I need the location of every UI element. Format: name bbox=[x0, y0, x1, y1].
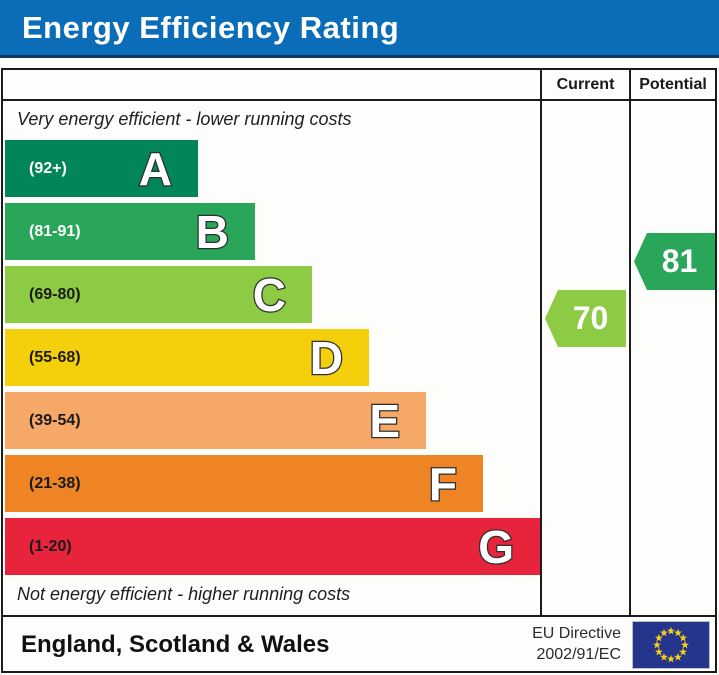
current-column-header: Current bbox=[542, 70, 631, 99]
bands-chart-cell: Very energy efficient - lower running co… bbox=[3, 101, 542, 615]
band-letter: C bbox=[252, 268, 288, 321]
band-row-c: (69-80) C bbox=[5, 266, 540, 329]
bottom-caption: Not energy efficient - higher running co… bbox=[17, 584, 351, 604]
eu-directive-text: EU Directive 2002/91/EC bbox=[532, 624, 621, 666]
current-rating-arrow: 70 bbox=[545, 290, 626, 347]
band-letter: A bbox=[138, 142, 174, 195]
page-title: Energy Efficiency Rating bbox=[22, 9, 400, 45]
band-range-label: (81-91) bbox=[29, 222, 81, 240]
band-bar-a: (92+) A bbox=[5, 140, 198, 197]
potential-rating-cell: 81 bbox=[631, 101, 715, 615]
directive-block: EU Directive 2002/91/EC bbox=[532, 622, 709, 668]
band-range-label: (21-38) bbox=[29, 474, 81, 492]
region-label: England, Scotland & Wales bbox=[21, 631, 330, 658]
band-bar-f: (21-38) F bbox=[5, 455, 483, 512]
band-bar-e: (39-54) E bbox=[5, 392, 426, 449]
band-bar-g: (1-20) G bbox=[5, 518, 540, 575]
band-letter: E bbox=[368, 394, 401, 447]
band-letter: G bbox=[477, 520, 515, 573]
eu-directive-line2: 2002/91/EC bbox=[536, 646, 621, 663]
band-bar-d: (55-68) D bbox=[5, 329, 369, 386]
title-banner: Energy Efficiency Rating bbox=[0, 0, 719, 58]
band-list: (92+) A (81-91) B (69-80) C (55-68) D (39-54) E (2… bbox=[5, 140, 540, 581]
potential-column-header: Potential bbox=[639, 75, 707, 93]
band-row-e: (39-54) E bbox=[5, 392, 540, 455]
potential-rating-value: 81 bbox=[661, 243, 698, 279]
rating-table: Current Potential Very energy efficient … bbox=[1, 68, 717, 673]
band-letter: B bbox=[195, 205, 231, 258]
band-range-label: (55-68) bbox=[29, 348, 81, 366]
band-row-f: (21-38) F bbox=[5, 455, 540, 518]
band-bar-c: (69-80) C bbox=[5, 266, 312, 323]
band-range-label: (39-54) bbox=[29, 411, 81, 429]
eu-flag-icon bbox=[633, 622, 709, 668]
eu-directive-line1: EU Directive bbox=[532, 625, 621, 643]
band-row-b: (81-91) B bbox=[5, 203, 540, 266]
band-letter: F bbox=[428, 457, 459, 510]
band-letter: D bbox=[309, 331, 345, 384]
band-range-label: (1-20) bbox=[29, 537, 72, 555]
band-range-label: (92+) bbox=[29, 159, 67, 177]
header-spacer-cell bbox=[3, 70, 542, 99]
band-bar-b: (81-91) B bbox=[5, 203, 255, 260]
potential-rating-arrow: 81 bbox=[634, 233, 715, 290]
table-header-row: Current Potential bbox=[3, 70, 715, 101]
current-rating-cell: 70 bbox=[542, 101, 631, 615]
top-caption: Very energy efficient - lower running co… bbox=[17, 109, 352, 129]
band-row-a: (92+) A bbox=[5, 140, 540, 203]
table-body-row: Very energy efficient - lower running co… bbox=[3, 101, 715, 617]
current-rating-value: 70 bbox=[572, 300, 609, 336]
table-footer: England, Scotland & Wales EU Directive 2… bbox=[3, 619, 715, 671]
band-row-d: (55-68) D bbox=[5, 329, 540, 392]
band-range-label: (69-80) bbox=[29, 285, 81, 303]
band-row-g: (1-20) G bbox=[5, 518, 540, 581]
